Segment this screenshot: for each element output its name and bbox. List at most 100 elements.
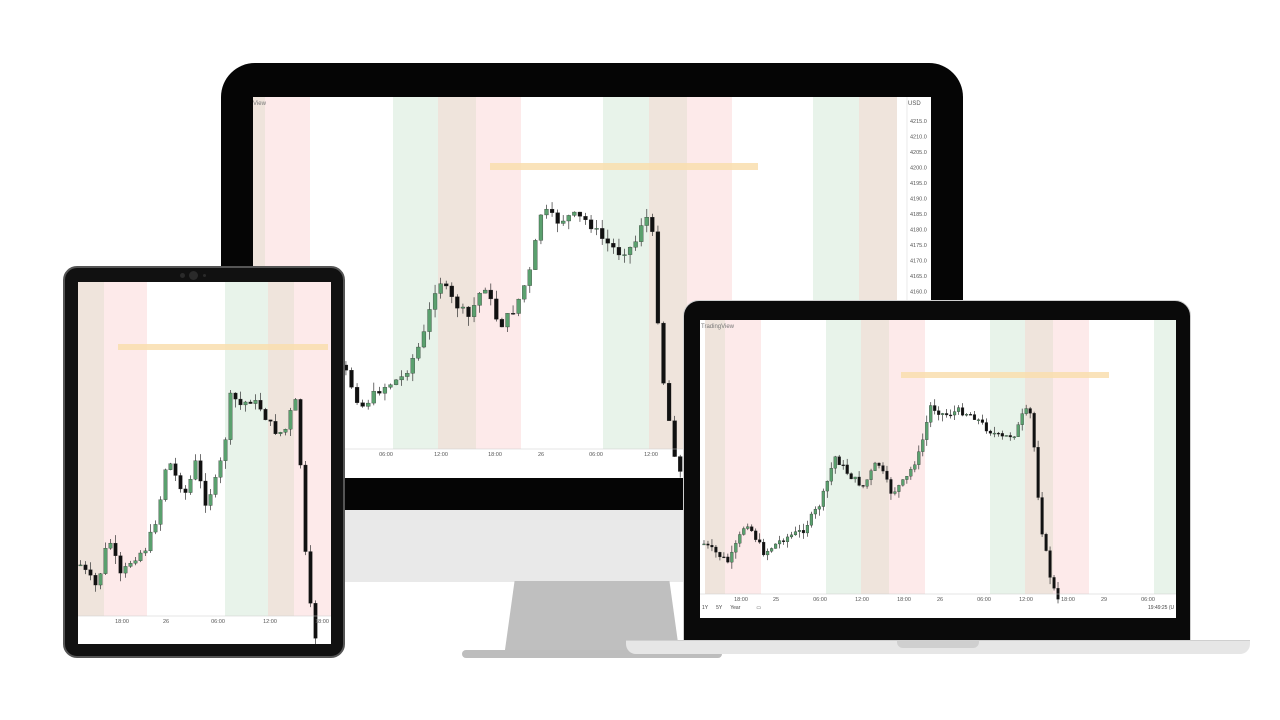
- candle-body: [968, 414, 973, 416]
- candle-body: [909, 469, 913, 477]
- candle-body: [527, 269, 532, 286]
- monitor-brand-label: View: [253, 101, 266, 107]
- laptop-candlestick-chart[interactable]: 18:00 25 06:00 12:00 18:00 26 06:00 12:00 18:00 2…: [700, 320, 1176, 618]
- candle-body: [738, 534, 742, 544]
- session-band: [725, 320, 761, 594]
- time-axis-label: 18:00: [115, 619, 129, 625]
- candle-body: [797, 530, 801, 532]
- candle-body: [438, 283, 443, 294]
- candle-body: [522, 285, 527, 300]
- candle-body: [672, 420, 677, 457]
- candle-body: [577, 211, 583, 217]
- candle-body: [961, 407, 965, 416]
- price-axis-label: 4180.0: [910, 228, 927, 234]
- candle-body: [128, 563, 133, 567]
- candle-body: [805, 525, 809, 534]
- candle-body: [627, 247, 633, 255]
- session-band: [438, 97, 476, 449]
- candle-body: [722, 556, 726, 559]
- candle-body: [857, 476, 861, 486]
- candle-body: [945, 413, 949, 416]
- candle-body: [405, 373, 410, 377]
- candle-body: [905, 476, 909, 480]
- candle-body: [758, 539, 762, 543]
- candle-body: [494, 298, 499, 320]
- candle-body: [984, 422, 988, 432]
- candle-body: [303, 464, 308, 552]
- range-button-year[interactable]: Year: [730, 605, 741, 611]
- candle-body: [349, 370, 354, 388]
- candle-body: [549, 208, 555, 213]
- candle-body: [980, 419, 984, 423]
- session-band: [476, 97, 521, 449]
- time-axis-label: 26: [538, 452, 544, 458]
- session-band: [225, 282, 268, 616]
- candle-body: [897, 485, 901, 492]
- time-axis-label: 18:00: [734, 597, 748, 603]
- price-axis-label: 4170.0: [910, 259, 927, 265]
- candle-body: [78, 564, 83, 567]
- candle-body: [949, 414, 953, 417]
- candle-body: [510, 313, 516, 315]
- candle-body: [996, 432, 1000, 435]
- candle-body: [813, 508, 817, 515]
- candle-body: [742, 528, 746, 535]
- candle-body: [113, 542, 118, 556]
- candle-body: [283, 429, 288, 433]
- candle-body: [917, 451, 921, 465]
- laptop-chart-screen[interactable]: 18:00 25 06:00 12:00 18:00 26 06:00 12:00 18:00 2…: [700, 320, 1176, 618]
- candle-body: [841, 464, 845, 467]
- candle-body: [248, 401, 253, 404]
- session-band: [705, 320, 725, 594]
- range-button-5y[interactable]: 5Y: [716, 605, 723, 611]
- candle-body: [118, 555, 123, 574]
- candle-body: [600, 228, 605, 239]
- candle-body: [865, 479, 869, 487]
- candle-body: [455, 296, 460, 309]
- candle-body: [953, 411, 957, 416]
- currency-label[interactable]: USD: [908, 101, 921, 107]
- tablet-chart-screen[interactable]: 18:00 26 06:00 12:00 18:00: [78, 282, 331, 644]
- range-button-1y[interactable]: 1Y: [702, 605, 709, 611]
- candle-body: [178, 475, 183, 490]
- candle-body: [972, 414, 977, 420]
- candle-body: [1048, 550, 1052, 578]
- candle-body: [1012, 436, 1016, 438]
- candle-body: [885, 470, 889, 480]
- tablet-candlestick-chart[interactable]: 18:00 26 06:00 12:00 18:00: [78, 282, 331, 644]
- candle-body: [706, 543, 710, 546]
- candle-body: [678, 456, 683, 472]
- candle-body: [853, 476, 857, 480]
- candle-body: [268, 419, 273, 422]
- candle-body: [499, 319, 505, 328]
- candle-body: [1028, 408, 1032, 414]
- calendar-icon[interactable]: ▭: [756, 605, 762, 611]
- candle-body: [143, 550, 148, 554]
- candle-body: [258, 400, 263, 410]
- candle-body: [778, 540, 782, 545]
- candle-body: [762, 541, 766, 556]
- candle-body: [88, 569, 93, 576]
- time-axis-label: 18:00: [315, 619, 329, 625]
- laptop-brand-label: TradingView: [701, 324, 735, 330]
- tablet-indicator: [203, 274, 206, 277]
- candle-body: [313, 603, 318, 639]
- candle-body: [770, 548, 774, 552]
- candle-body: [168, 463, 173, 470]
- candle-body: [933, 405, 937, 411]
- candle-body: [416, 346, 421, 359]
- candle-body: [148, 531, 153, 552]
- candle-body: [393, 379, 399, 385]
- candle-body: [308, 551, 313, 604]
- candle-body: [1004, 435, 1008, 437]
- candle-body: [460, 306, 466, 309]
- candle-body: [661, 322, 666, 384]
- candle-body: [133, 560, 138, 564]
- candle-body: [566, 215, 571, 222]
- candle-body: [964, 414, 969, 416]
- candle-body: [774, 543, 778, 549]
- candle-body: [594, 228, 599, 230]
- time-axis-label: 06:00: [589, 452, 603, 458]
- candle-body: [273, 421, 278, 434]
- candle-body: [278, 432, 283, 434]
